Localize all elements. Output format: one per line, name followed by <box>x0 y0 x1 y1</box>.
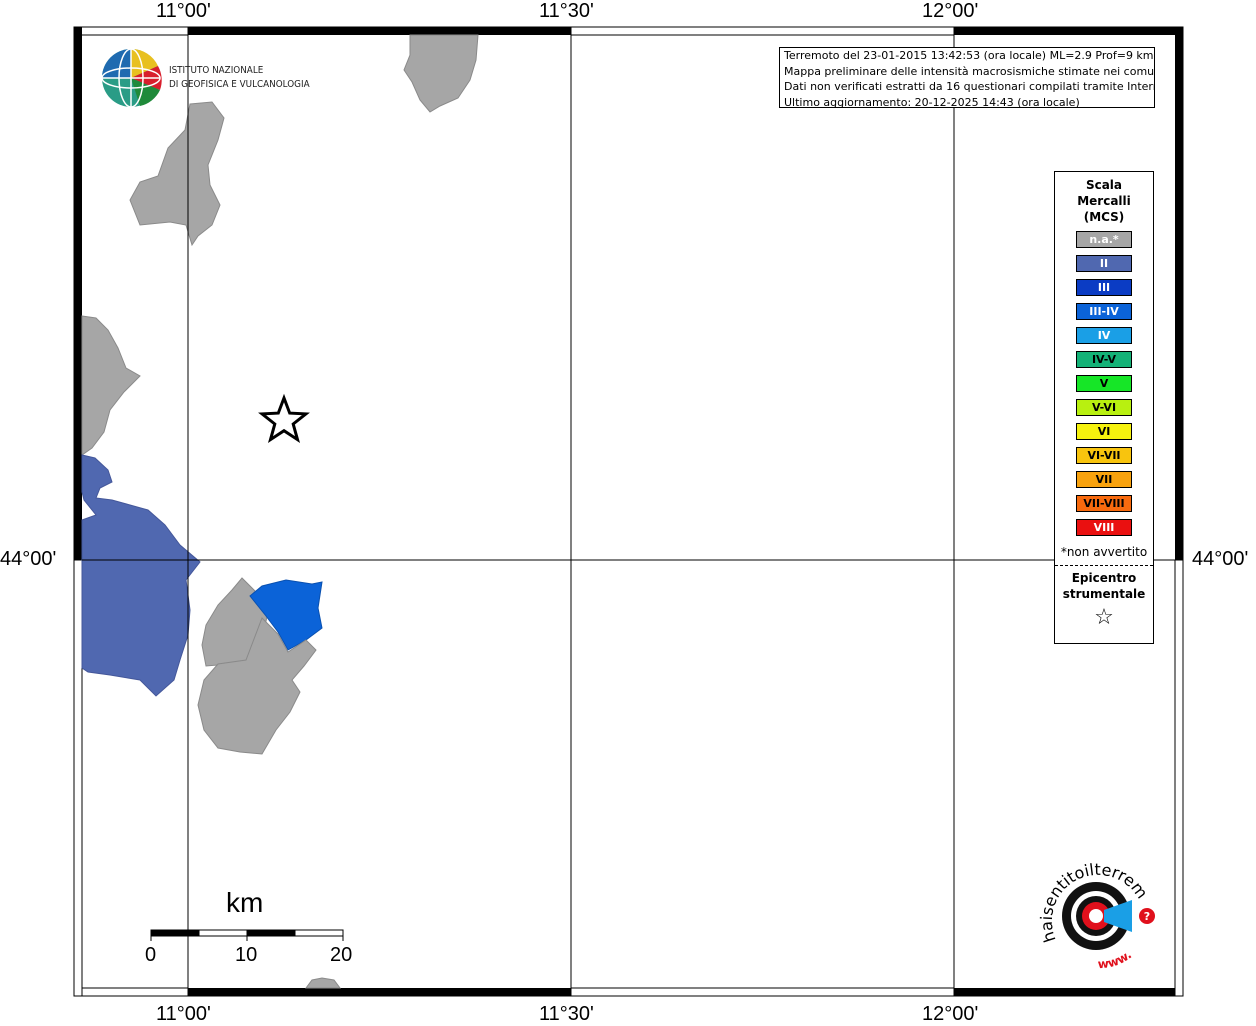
frame-seg <box>570 987 955 997</box>
frame-seg <box>1175 27 1183 560</box>
lat-label-right: 44°00' <box>1192 548 1249 570</box>
legend-title-line1: Scala <box>1085 178 1123 192</box>
info-line4: Ultimo aggiornamento: 20-12-2025 14:43 (… <box>784 95 1080 108</box>
frame-seg <box>74 27 82 560</box>
lon-label-top-1: 11°00' <box>156 0 211 22</box>
legend-swatch-v-vi: V-VI <box>1076 399 1132 416</box>
frame-seg <box>73 987 189 997</box>
frame-seg <box>1174 559 1184 997</box>
area-na-top <box>403 34 479 113</box>
legend-star-icon: ☆ <box>1094 605 1114 630</box>
frame-seg <box>954 27 1183 35</box>
mcs-legend: Scala Mercalli (MCS) n.a.* II III III-IV IV I… <box>1054 171 1154 644</box>
legend-swatch-iv: IV <box>1076 327 1132 344</box>
map-frame <box>73 26 1184 997</box>
legend-title: Scala Mercalli (MCS) <box>1055 177 1153 225</box>
legend-swatch-vi-vii: VI-VII <box>1076 447 1132 464</box>
lon-label-bottom-2: 11°30' <box>539 1003 594 1025</box>
legend-epicentro-line2: strumentale <box>1062 587 1146 601</box>
legend-epicentro: Epicentro strumentale <box>1055 570 1153 602</box>
epicenter-star-icon <box>258 393 310 444</box>
area-iii-iv <box>249 579 323 651</box>
legend-title-line2: Mercalli <box>1077 194 1131 208</box>
frame-seg <box>188 27 571 35</box>
scale-unit: km <box>226 887 264 918</box>
frame-seg <box>73 559 83 997</box>
legend-swatch-vi: VI <box>1076 423 1132 440</box>
legend-epicentro-line1: Epicentro <box>1071 571 1137 585</box>
area-na-west <box>81 315 141 456</box>
legend-swatch-n-a: n.a.* <box>1076 231 1132 248</box>
info-line1: Terremoto del 23-01-2015 13:42:53 (ora l… <box>784 49 1154 62</box>
scale-tick-20: 20 <box>330 944 353 966</box>
lon-label-bottom-3: 12°00' <box>922 1003 979 1025</box>
legend-divider <box>1055 565 1153 566</box>
info-line2: Mappa preliminare delle intensità macros… <box>784 64 1155 78</box>
legend-swatch-iii-iv: III-IV <box>1076 303 1132 320</box>
ingv-line1: ISTITUTO NAZIONALE <box>169 65 264 76</box>
legend-swatch-ii: II <box>1076 255 1132 272</box>
lon-label-top-3: 12°00' <box>922 0 979 22</box>
area-na-north <box>129 101 225 247</box>
haisentito-url: www. <box>1097 948 1134 972</box>
legend-swatch-vii: VII <box>1076 471 1132 488</box>
scale-tick-0: 0 <box>145 944 157 966</box>
legend-swatches: n.a.* II III III-IV IV IV-V V V-VI VI VI-VII VII VI… <box>1055 231 1153 536</box>
ingv-line2: DI GEOFISICA E VULCANOLOGIA <box>169 79 310 90</box>
haisentito-text: haisentitoilterremoto.it <box>0 0 1152 945</box>
scale-tick-10: 10 <box>235 944 258 966</box>
legend-swatch-v: V <box>1076 375 1132 392</box>
svg-text:?: ? <box>1144 910 1150 923</box>
legend-swatch-iv-v: IV-V <box>1076 351 1132 368</box>
legend-swatch-iii: III <box>1076 279 1132 296</box>
area-na-bottom <box>305 977 341 989</box>
ingv-logo-icon <box>101 48 162 108</box>
lon-label-bottom-1: 11°00' <box>156 1003 211 1025</box>
area-ii <box>81 454 201 697</box>
lat-label-left: 44°00' <box>0 548 57 570</box>
frame-seg <box>570 26 955 36</box>
scale-bar <box>150 929 344 941</box>
frame-seg <box>954 988 1183 996</box>
frame-seg <box>188 988 571 996</box>
legend-swatch-viii: VIII <box>1076 519 1132 536</box>
legend-title-line3: (MCS) <box>1083 210 1125 224</box>
legend-non-avvertito: *non avvertito <box>1060 545 1148 559</box>
event-info-box: Terremoto del 23-01-2015 13:42:53 (ora l… <box>779 47 1155 108</box>
area-na-south <box>197 617 317 755</box>
legend-swatch-vii-viii: VII-VIII <box>1076 495 1132 512</box>
ingv-logo-text: ISTITUTO NAZIONALE DI GEOFISICA E VULCAN… <box>169 64 310 92</box>
info-line3: Dati non verificati estratti da 16 quest… <box>784 80 1155 93</box>
frame-seg <box>73 26 189 36</box>
lon-label-top-2: 11°30' <box>539 0 594 22</box>
